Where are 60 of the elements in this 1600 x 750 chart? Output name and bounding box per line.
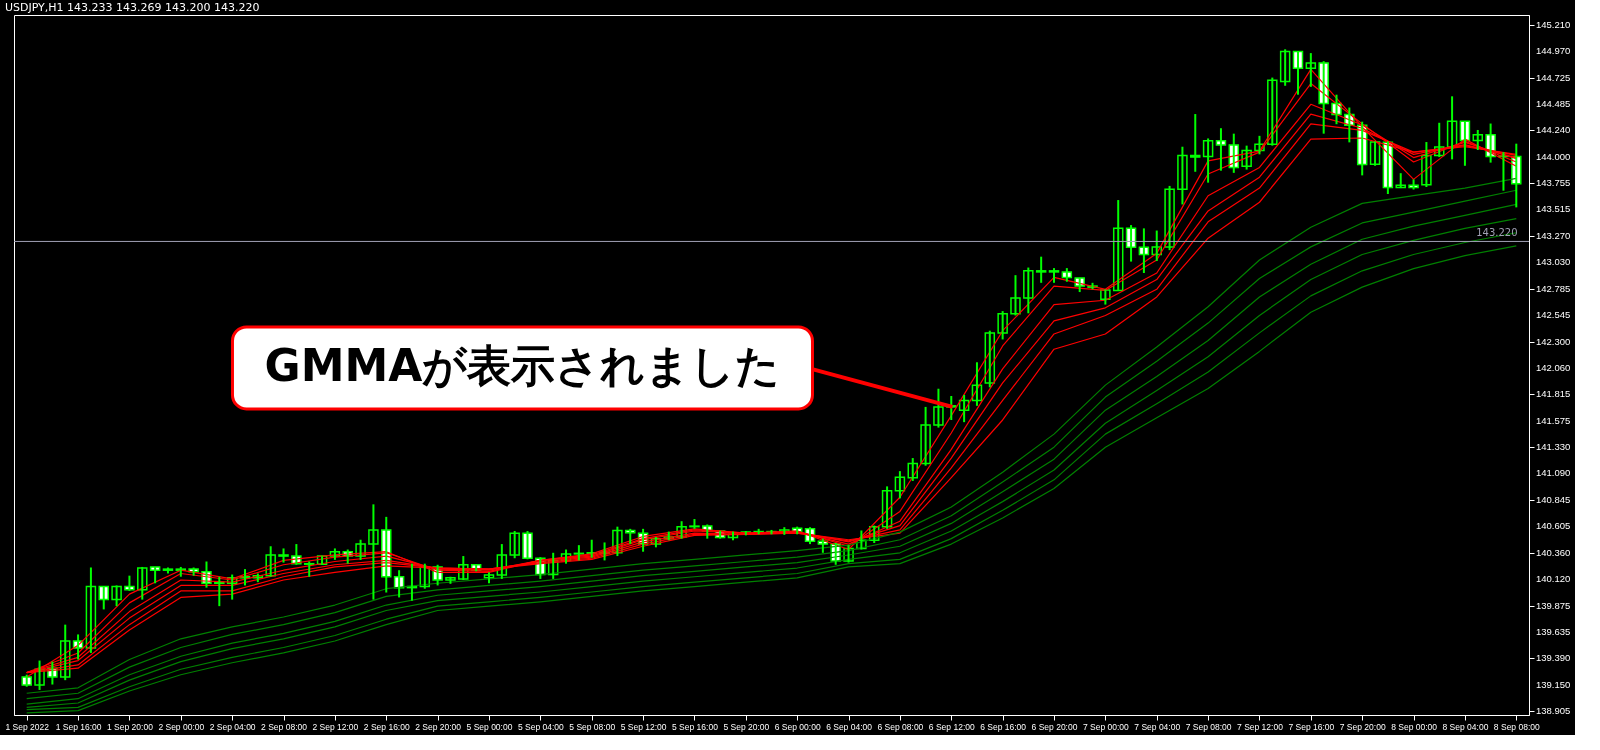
x-tick-label: 7 Sep 12:00 (1237, 721, 1284, 732)
x-tick-label: 8 Sep 08:00 (1493, 721, 1540, 732)
x-tick-label: 5 Sep 20:00 (723, 721, 770, 732)
y-tick-label: 138.905 (1536, 705, 1571, 717)
y-tick-label: 139.390 (1536, 652, 1571, 664)
y-tick-label: 142.300 (1536, 335, 1571, 347)
y-tick-label: 144.000 (1536, 150, 1571, 162)
y-tick-label: 143.030 (1536, 256, 1571, 268)
y-tick-label: 141.575 (1536, 414, 1571, 426)
x-tick-label: 1 Sep 20:00 (107, 721, 154, 732)
y-tick-label: 142.785 (1536, 282, 1571, 294)
y-tick-label: 144.485 (1536, 97, 1571, 109)
y-tick-label: 139.150 (1536, 678, 1571, 690)
x-tick-label: 6 Sep 08:00 (877, 721, 924, 732)
y-tick-label: 144.240 (1536, 124, 1571, 136)
x-tick-label: 7 Sep 08:00 (1185, 721, 1232, 732)
x-tick-label: 7 Sep 00:00 (1082, 721, 1130, 732)
y-tick-label: 139.635 (1536, 625, 1571, 637)
y-tick-label: 141.090 (1536, 467, 1571, 479)
y-tick-label: 143.755 (1536, 177, 1571, 189)
x-tick-label: 1 Sep 16:00 (55, 721, 102, 732)
x-tick-label: 2 Sep 04:00 (209, 721, 256, 732)
y-tick-label: 145.210 (1536, 18, 1571, 30)
x-tick-label: 5 Sep 04:00 (517, 721, 565, 732)
y-tick-label: 141.330 (1536, 441, 1571, 453)
y-tick-label: 142.545 (1536, 308, 1571, 320)
y-tick-label: 144.970 (1536, 44, 1571, 56)
y-tick-label: 144.725 (1536, 71, 1571, 83)
y-tick-label: 140.120 (1536, 572, 1571, 584)
x-tick-label: 2 Sep 00:00 (158, 721, 205, 732)
x-tick-label: 5 Sep 08:00 (569, 721, 616, 732)
x-tick-label: 7 Sep 20:00 (1339, 721, 1386, 732)
y-tick-label: 140.360 (1536, 546, 1571, 558)
x-tick-label: 8 Sep 00:00 (1391, 721, 1438, 732)
x-tick-label: 1 Sep 2022 (5, 721, 50, 732)
x-tick-label: 2 Sep 12:00 (312, 721, 359, 732)
x-tick-label: 6 Sep 20:00 (1031, 721, 1078, 732)
y-tick-label: 142.060 (1536, 361, 1571, 373)
x-tick-label: 2 Sep 08:00 (261, 721, 308, 732)
y-tick-label: 139.875 (1536, 599, 1571, 611)
y-tick-label: 140.845 (1536, 493, 1571, 505)
x-tick-label: 6 Sep 00:00 (774, 721, 821, 732)
y-tick-label: 141.815 (1536, 388, 1571, 400)
y-tick-label: 143.270 (1536, 230, 1571, 241)
x-tick-label: 6 Sep 12:00 (928, 721, 975, 732)
x-tick-label: 5 Sep 12:00 (620, 721, 667, 732)
x-tick-label: 6 Sep 16:00 (980, 721, 1027, 732)
x-tick-label: 6 Sep 04:00 (826, 721, 873, 732)
y-tick-label: 140.605 (1536, 520, 1571, 532)
x-tick-label: 8 Sep 04:00 (1442, 721, 1489, 732)
x-tick-label: 2 Sep 20:00 (415, 721, 462, 732)
annotation: GMMAが表示されました (264, 339, 781, 391)
x-tick-label: 2 Sep 16:00 (363, 721, 410, 732)
x-tick-label: 5 Sep 00:00 (466, 721, 513, 732)
chart-title: USDJPY,H1 143.233 143.269 143.200 143.220 (4, 1, 260, 14)
y-tick-label: 143.515 (1536, 203, 1571, 215)
ref-line-label: 143.220 (1476, 227, 1518, 239)
x-tick-label: 5 Sep 16:00 (672, 721, 719, 732)
x-tick-label: 7 Sep 16:00 (1288, 721, 1335, 732)
x-tick-label: 7 Sep 04:00 (1134, 721, 1181, 732)
